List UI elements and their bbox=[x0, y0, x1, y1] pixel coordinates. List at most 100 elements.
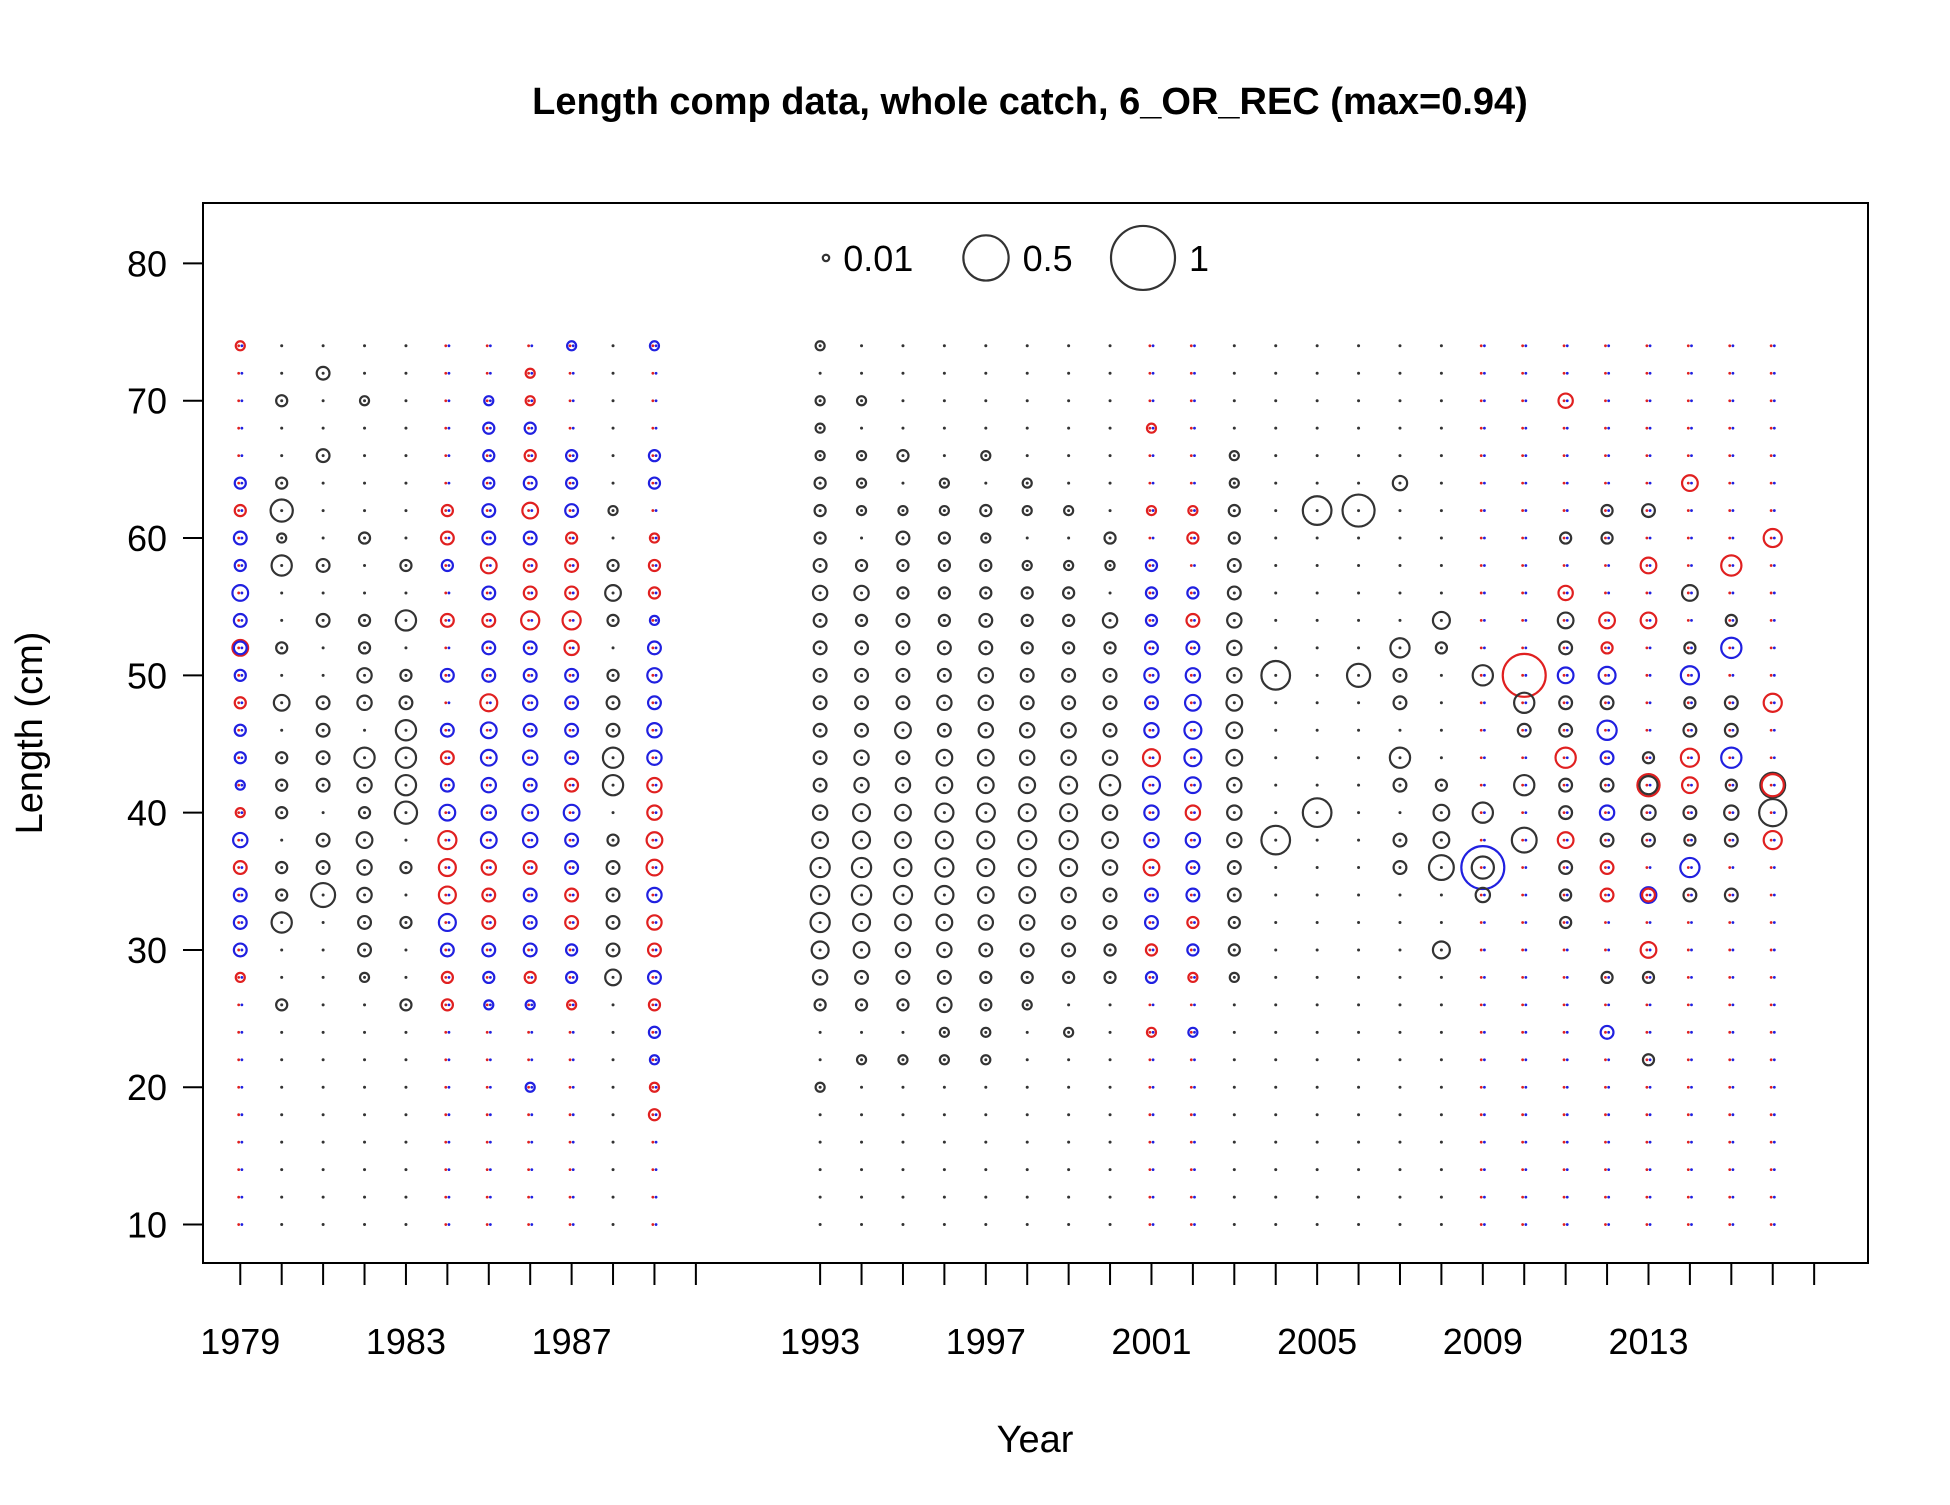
bin-dot bbox=[1232, 646, 1236, 650]
bin-dot bbox=[1398, 975, 1402, 979]
bin-dot bbox=[1189, 866, 1193, 869]
data-bubble bbox=[1018, 721, 1036, 739]
bin-dot bbox=[1151, 728, 1155, 732]
bin-dot bbox=[1524, 454, 1528, 458]
bin-dot bbox=[240, 1140, 244, 1144]
data-bubble bbox=[1341, 493, 1376, 528]
data-bubble bbox=[564, 448, 579, 463]
bin-dot bbox=[1772, 481, 1776, 485]
bin-dot bbox=[571, 1140, 575, 1144]
bin-dot bbox=[321, 371, 325, 375]
bin-dot bbox=[860, 893, 864, 897]
bin-dot bbox=[1731, 838, 1735, 842]
bin-dot bbox=[818, 1140, 822, 1144]
data-bubble bbox=[270, 911, 293, 934]
bin-dot bbox=[654, 1223, 658, 1226]
bin-dot bbox=[860, 975, 864, 979]
bin-dot bbox=[1357, 591, 1361, 595]
bin-dot bbox=[1151, 1195, 1155, 1199]
bin-dot bbox=[571, 481, 575, 485]
bin-dot bbox=[1274, 454, 1278, 458]
bin-dot bbox=[444, 1168, 448, 1172]
bin-dot bbox=[1772, 1085, 1776, 1089]
data-bubble bbox=[1061, 613, 1076, 628]
bin-dot bbox=[1686, 1003, 1690, 1007]
data-bubble bbox=[482, 476, 496, 490]
data-bubble bbox=[232, 640, 248, 656]
data-bubble bbox=[855, 1054, 868, 1066]
bin-dot bbox=[240, 1223, 244, 1226]
bin-dot bbox=[280, 948, 284, 952]
bin-dot bbox=[1398, 646, 1402, 650]
bin-dot bbox=[860, 399, 864, 403]
bin-dot bbox=[1728, 921, 1732, 924]
bin-dot bbox=[404, 371, 408, 375]
bin-dot bbox=[240, 921, 244, 924]
bin-dot bbox=[654, 1030, 658, 1034]
bin-dot bbox=[571, 1030, 575, 1034]
data-bubble bbox=[234, 971, 246, 984]
bin-dot bbox=[611, 426, 615, 430]
bin-dot bbox=[1189, 976, 1193, 979]
data-bubble bbox=[1103, 970, 1117, 985]
bin-dot bbox=[1483, 783, 1486, 787]
bin-dot bbox=[280, 509, 284, 513]
bin-dot bbox=[942, 866, 946, 870]
bin-dot bbox=[1769, 1113, 1773, 1117]
bin-dot bbox=[237, 893, 241, 897]
bin-dot bbox=[1686, 838, 1690, 842]
bin-dot bbox=[447, 1168, 451, 1172]
data-bubble bbox=[648, 532, 661, 544]
data-bubble bbox=[647, 448, 662, 463]
bin-dot bbox=[654, 1085, 658, 1089]
bin-dot bbox=[1607, 1058, 1611, 1062]
bin-dot bbox=[901, 811, 905, 815]
bin-dot bbox=[1148, 591, 1152, 595]
bin-dot bbox=[901, 399, 905, 403]
bin-dot bbox=[240, 1113, 244, 1117]
data-bubble bbox=[1185, 612, 1201, 628]
bin-dot bbox=[1731, 1195, 1735, 1199]
bin-dot bbox=[488, 1030, 492, 1034]
bin-dot bbox=[1607, 866, 1611, 869]
bin-dot bbox=[860, 1085, 864, 1089]
data-bubble bbox=[1639, 611, 1658, 630]
data-bubble bbox=[275, 394, 289, 408]
bin-dot bbox=[240, 454, 244, 458]
bin-dot bbox=[611, 920, 615, 924]
bin-dot bbox=[1439, 646, 1443, 650]
bin-dot bbox=[363, 618, 367, 622]
bin-dot bbox=[611, 1113, 615, 1117]
bin-dot bbox=[1607, 426, 1611, 430]
bin-dot bbox=[1690, 783, 1693, 787]
data-bubble bbox=[1183, 720, 1203, 740]
data-bubble bbox=[1388, 746, 1412, 769]
bin-dot bbox=[901, 701, 905, 705]
bin-dot bbox=[1604, 564, 1607, 567]
bin-dot bbox=[818, 1223, 822, 1227]
bin-dot bbox=[1562, 976, 1566, 979]
bin-dot bbox=[1728, 426, 1732, 430]
bin-dot bbox=[1772, 1223, 1776, 1226]
bin-dot bbox=[1690, 646, 1693, 650]
bin-dot bbox=[1728, 564, 1732, 567]
bin-dot bbox=[1483, 811, 1486, 815]
bin-dot bbox=[984, 893, 988, 897]
bin-dot bbox=[1148, 1003, 1152, 1007]
bin-dot bbox=[1357, 618, 1361, 622]
data-bubble bbox=[811, 804, 829, 821]
bin-dot bbox=[1108, 728, 1112, 732]
bin-dot bbox=[1483, 1140, 1486, 1144]
bin-dot bbox=[1731, 454, 1735, 458]
bin-dot bbox=[447, 1113, 451, 1117]
bin-dot bbox=[571, 976, 575, 979]
data-bubble bbox=[646, 886, 663, 904]
bin-dot bbox=[1562, 701, 1566, 705]
bin-dot bbox=[1607, 481, 1611, 485]
y-tick-label: 80 bbox=[127, 243, 167, 284]
bin-dot bbox=[1025, 1195, 1029, 1199]
bin-dot bbox=[1357, 1085, 1361, 1089]
bin-dot bbox=[527, 838, 531, 842]
bin-dot bbox=[1562, 1113, 1566, 1117]
bin-dot bbox=[404, 673, 408, 677]
